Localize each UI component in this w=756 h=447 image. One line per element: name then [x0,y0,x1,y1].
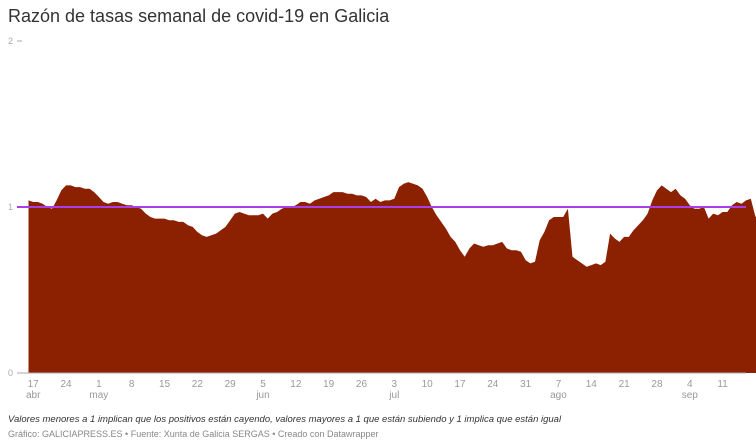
x-tick-label: 12 [290,379,302,390]
x-tick-label: 3 [392,379,398,390]
x-tick-label: 14 [586,379,598,390]
x-tick-label: 4 [687,379,693,390]
x-tick-label: 11 [717,379,728,390]
x-tick-label: 22 [192,379,204,390]
x-month-label: abr [26,390,41,401]
x-tick-label: 17 [454,379,466,390]
x-tick-label: 17 [28,379,40,390]
x-tick-label: 5 [260,379,266,390]
x-tick-label: 26 [356,379,368,390]
x-tick-label: 24 [487,379,499,390]
y-tick-label: 0 [8,368,13,378]
y-tick-label: 2 [8,36,13,46]
chart-byline: Gráfico: GALICIAPRESS.ES • Fuente: Xunta… [8,429,379,439]
chart-note: Valores menores a 1 implican que los pos… [8,414,562,425]
x-tick-label: 10 [422,379,434,390]
x-tick-label: 29 [225,379,237,390]
x-tick-label: 19 [323,379,335,390]
x-tick-label: 8 [129,379,135,390]
chart-title: Razón de tasas semanal de covid-19 en Ga… [8,6,390,26]
x-tick-label: 31 [520,379,532,390]
x-tick-label: 7 [556,379,562,390]
x-tick-label: 1 [96,379,102,390]
x-month-label: may [89,390,108,401]
x-month-label: jul [388,390,399,401]
x-month-label: sep [682,390,699,401]
y-tick-label: 1 [8,202,13,212]
x-tick-label: 28 [651,379,663,390]
x-tick-label: 24 [60,379,72,390]
ratio-area [28,182,756,373]
x-tick-label: 21 [619,379,631,390]
x-month-label: jun [255,390,269,401]
x-tick-label: 15 [159,379,171,390]
x-month-label: ago [550,390,567,401]
